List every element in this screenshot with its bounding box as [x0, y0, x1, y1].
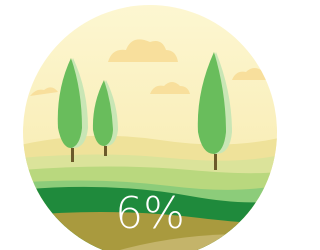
progress-label: 6%	[115, 188, 185, 239]
progress-illustration: 6%	[0, 0, 300, 250]
page: 6% (() => { const data = JSON.parse(docu…	[0, 0, 300, 250]
